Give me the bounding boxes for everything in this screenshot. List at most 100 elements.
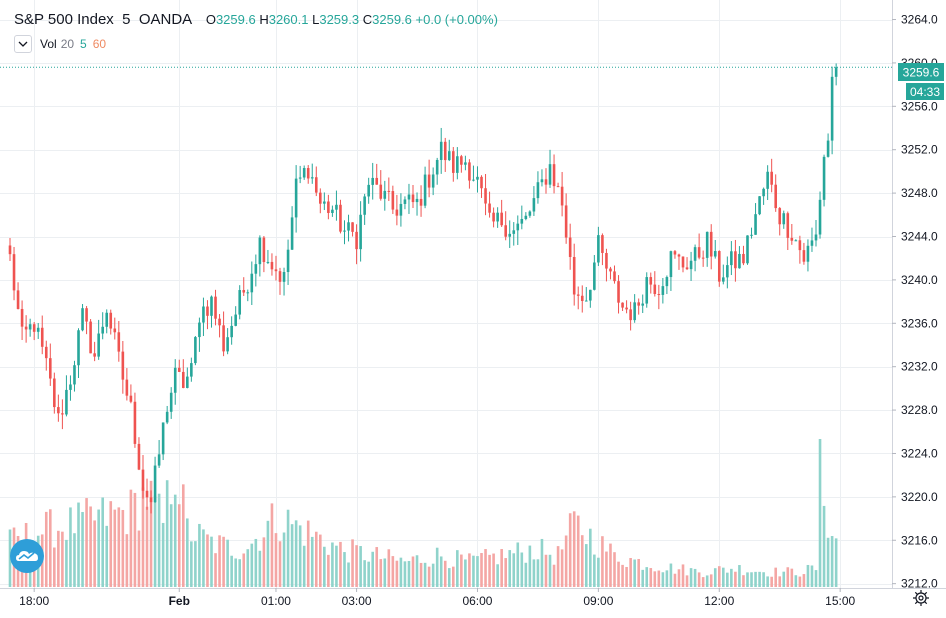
high-label: H [259, 12, 269, 27]
collapse-button[interactable] [14, 35, 32, 53]
candle [452, 147, 455, 182]
volume-label: Vol [40, 37, 57, 51]
candle [641, 294, 645, 314]
candle [85, 306, 88, 335]
open-label: O [205, 12, 216, 27]
volume-bar [641, 569, 645, 587]
volume-bar [572, 511, 576, 587]
candle [613, 265, 616, 284]
volume-bar [568, 513, 572, 587]
candle [69, 375, 72, 401]
candle [625, 300, 628, 314]
candle [830, 66, 834, 155]
low-value: 3259.3 [319, 12, 360, 27]
volume-bar [73, 533, 76, 587]
candle [661, 277, 665, 304]
candle [411, 185, 415, 209]
candle [262, 235, 266, 273]
candle [250, 261, 254, 305]
candle [705, 231, 709, 267]
candle [40, 315, 44, 355]
candle [238, 285, 242, 320]
volume-bar [480, 553, 483, 587]
candle [371, 162, 374, 200]
candle [637, 298, 640, 315]
volume-bar [742, 575, 745, 587]
symbol-title[interactable]: S&P 500 Index 5 OANDA [14, 11, 192, 28]
volume-bar [605, 551, 608, 587]
candle [794, 239, 798, 242]
volume-bar [206, 534, 209, 587]
interval: 5 [122, 11, 131, 28]
ohlc-values: O3259.6 H3260.1 L3259.3 C3259.6 +0.0 (+0… [206, 12, 498, 27]
candle [266, 249, 270, 265]
volume-bar [81, 512, 84, 587]
volume-bar [161, 522, 165, 587]
tradingview-logo-icon[interactable] [10, 539, 44, 573]
volume-bar [726, 572, 729, 587]
candle [133, 392, 137, 448]
volume-bar [617, 561, 620, 587]
candle [294, 165, 298, 233]
volume-bar [443, 560, 447, 587]
candle [532, 186, 536, 216]
y-tick-label: 3248.0 [901, 186, 938, 200]
volume-bar [351, 539, 354, 587]
candle [347, 214, 350, 242]
volume-bar [750, 572, 753, 587]
candle [605, 248, 608, 282]
volume-bar [681, 564, 685, 587]
open-value: 3259.6 [215, 12, 256, 27]
volume-bar [125, 534, 129, 587]
candle [12, 246, 16, 301]
volume-param-2: 5 [80, 37, 87, 51]
candle [173, 359, 177, 405]
volume-bar [589, 528, 592, 587]
volume-bar [456, 550, 459, 587]
volume-bar [697, 572, 701, 587]
candle [589, 289, 592, 308]
volume-bar [492, 553, 495, 587]
volume-bar [693, 568, 697, 587]
volume-bar [794, 575, 798, 587]
candle [407, 183, 411, 214]
volume-bar [8, 529, 12, 587]
candle [125, 368, 129, 401]
volume-bar [198, 523, 201, 587]
volume-bar [169, 504, 173, 587]
volume-bar [685, 575, 689, 587]
volume-bar [343, 552, 346, 587]
settings-button[interactable] [912, 589, 930, 607]
volume-bar [532, 559, 536, 587]
candle [568, 223, 572, 270]
volume-bar [548, 554, 552, 587]
volume-bar [290, 524, 294, 587]
volume-bar [705, 575, 709, 587]
volume-bar [149, 480, 153, 587]
candle [310, 163, 314, 184]
time-axis[interactable]: 18:00 Feb 01:00 03:00 06:00 09:00 12:00 15:00 [19, 588, 856, 608]
candle [65, 375, 68, 417]
volume-bar [57, 530, 60, 587]
volume-bar [597, 557, 600, 587]
candle [335, 190, 338, 221]
candle [343, 220, 346, 245]
volume-bar [431, 563, 435, 587]
volume-bar [274, 533, 278, 587]
candle [460, 154, 463, 173]
candle [468, 159, 471, 189]
volume-bar [282, 532, 286, 587]
candle [97, 319, 100, 360]
volume-bar [258, 550, 262, 587]
volume-bar [105, 525, 109, 587]
candle [32, 322, 36, 341]
volume-bar [762, 572, 765, 587]
volume-bar [476, 556, 479, 587]
volume-bar [254, 538, 258, 587]
volume-bar [242, 553, 246, 587]
candle [439, 127, 443, 174]
candle [774, 174, 777, 212]
